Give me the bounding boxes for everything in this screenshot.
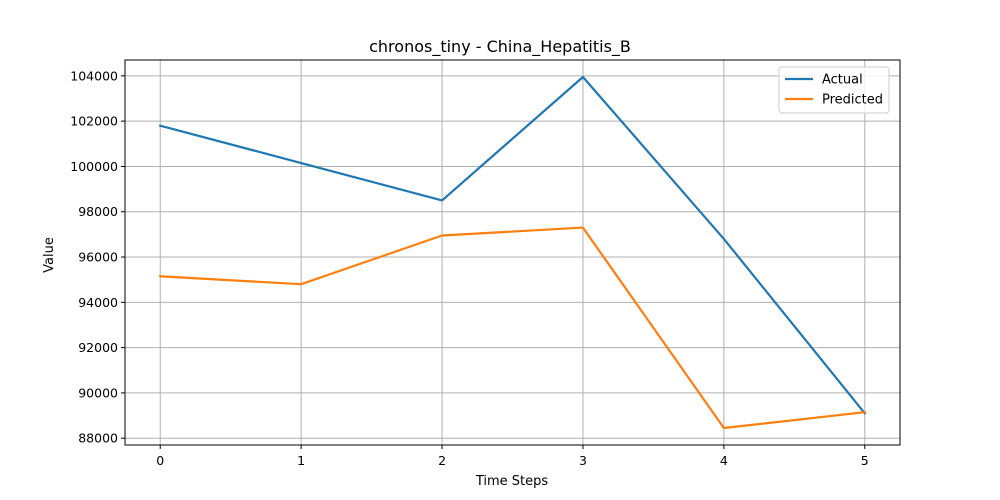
- y-axis-label: Value: [42, 237, 57, 273]
- x-tick-label: 5: [861, 453, 869, 468]
- y-tick-label: 92000: [78, 340, 118, 355]
- x-tick-label: 3: [579, 453, 587, 468]
- y-tick-label: 88000: [78, 431, 118, 446]
- series-lines: [158, 75, 867, 430]
- plot-frame: [124, 59, 901, 446]
- series-line-actual: [158, 75, 867, 415]
- legend-label-predicted: Predicted: [822, 93, 883, 108]
- x-axis-ticks: 0 1 2 3 4 5: [156, 445, 869, 468]
- grid: [125, 60, 900, 445]
- x-tick-label: 2: [438, 453, 446, 468]
- legend: Actual Predicted: [778, 66, 890, 114]
- y-tick-label: 94000: [78, 295, 118, 310]
- y-tick-label: 90000: [78, 385, 118, 400]
- x-axis-label: Time Steps: [475, 474, 549, 489]
- y-tick-label: 98000: [78, 204, 118, 219]
- chart-title: chronos_tiny - China_Hepatitis_B: [369, 37, 631, 57]
- y-tick-label: 102000: [70, 114, 118, 129]
- x-tick-label: 4: [720, 453, 728, 468]
- y-tick-label: 100000: [70, 159, 118, 174]
- y-axis-ticks: 88000 90000 92000 94000 96000 98000 100000 1020…: [70, 68, 125, 446]
- y-tick-label: 104000: [70, 68, 118, 83]
- legend-label-actual: Actual: [822, 73, 863, 88]
- x-tick-label: 1: [297, 453, 305, 468]
- y-tick-label: 96000: [78, 250, 118, 265]
- x-tick-label: 0: [156, 453, 164, 468]
- series-line-predicted: [159, 226, 866, 430]
